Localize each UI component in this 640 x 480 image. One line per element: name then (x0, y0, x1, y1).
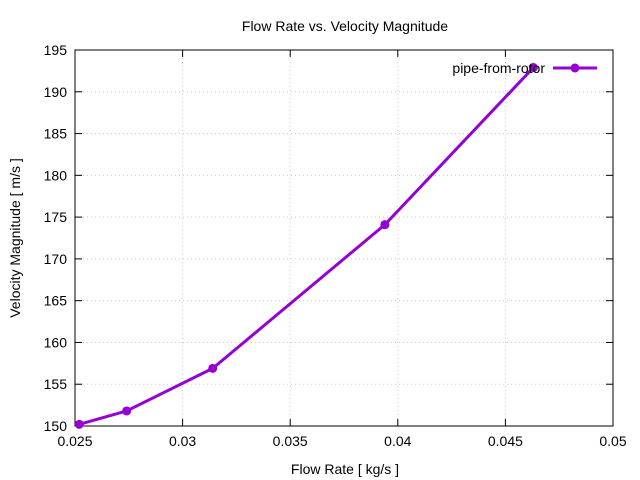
x-tick-label: 0.035 (273, 433, 308, 449)
grid (75, 50, 613, 426)
x-axis-label: Flow Rate [ kg/s ] (291, 461, 399, 477)
y-tick-label: 185 (44, 126, 68, 142)
series-line (78, 66, 535, 426)
data-point (528, 63, 538, 73)
y-axis-label: Velocity Magnitude [ m/s ] (7, 158, 23, 318)
x-tick-label: 0.03 (169, 433, 196, 449)
ticks: 0.025 0.03 0.035 0.04 0.045 0.05 150 155 160 165 1… (44, 42, 627, 449)
chart-title: Flow Rate vs. Velocity Magnitude (242, 18, 448, 34)
y-tick-label: 165 (44, 293, 68, 309)
x-tick-label: 0.045 (488, 433, 523, 449)
y-tick-label: 195 (44, 42, 68, 58)
x-tick-label: 0.05 (599, 433, 626, 449)
y-tick-label: 155 (44, 376, 68, 392)
plot-frame (74, 49, 614, 427)
legend: pipe-from-rotor (452, 60, 597, 76)
y-tick-label: 160 (44, 334, 68, 350)
legend-label: pipe-from-rotor (452, 60, 545, 76)
legend-marker (570, 63, 580, 73)
x-tick-label: 0.025 (57, 433, 92, 449)
x-tick-label: 0.04 (384, 433, 411, 449)
data-point (74, 419, 84, 429)
data-point (208, 363, 218, 373)
series-layer (74, 63, 538, 429)
y-tick-label: 175 (44, 209, 68, 225)
y-tick-label: 190 (44, 84, 68, 100)
y-tick-label: 170 (44, 251, 68, 267)
data-point (380, 220, 390, 230)
y-tick-label: 150 (44, 418, 68, 434)
y-tick-label: 180 (44, 167, 68, 183)
data-point (122, 406, 132, 416)
